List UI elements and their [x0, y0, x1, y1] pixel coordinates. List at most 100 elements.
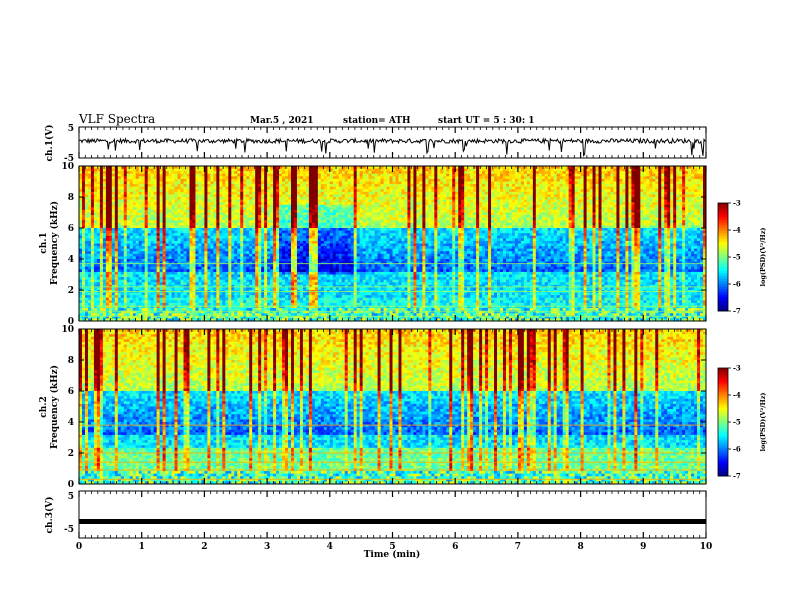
spectrogram-cell [195, 210, 198, 213]
spectrogram-cell [321, 194, 324, 197]
spectrogram-cell [616, 215, 619, 218]
spectrogram-cell [521, 179, 524, 182]
spectrogram-cell [181, 215, 184, 218]
spectrogram-cell [473, 179, 476, 182]
spectrogram-cell [124, 182, 127, 185]
spectrogram-cell [121, 220, 124, 223]
spectrogram-cell [410, 171, 413, 174]
spectrogram-cell [616, 187, 619, 190]
spectrogram-cell [649, 184, 652, 187]
spectrogram-cell [461, 207, 464, 210]
spectrogram-cell [255, 220, 258, 223]
spectrogram-cell [599, 182, 602, 185]
spectrogram-cell [145, 207, 148, 210]
spectrogram-cell [521, 176, 524, 179]
spectrogram-cell [375, 174, 378, 177]
spectrogram-cell [237, 187, 240, 190]
spectrogram-cell [82, 187, 85, 190]
spectrogram-cell [425, 210, 428, 213]
spectrogram-cell [575, 171, 578, 174]
spectrogram-cell [542, 218, 545, 221]
spectrogram-cell [398, 197, 401, 200]
spectrogram-cell [536, 207, 539, 210]
spectrogram-cell [539, 207, 542, 210]
spectrogram-cell [422, 179, 425, 182]
spectrogram-cell [476, 213, 479, 216]
spectrogram-cell [94, 200, 97, 203]
spectrogram-cell [602, 213, 605, 216]
spectrogram-cell [485, 189, 488, 192]
spectrogram-cell [491, 197, 494, 200]
spectrogram-cell [515, 182, 518, 185]
spectrogram-cell [333, 187, 336, 190]
spectrogram-cell [631, 189, 634, 192]
spectrogram-cell [530, 189, 533, 192]
spectrogram-cell [288, 197, 291, 200]
spectrogram-cell [327, 220, 330, 223]
spectrogram-cell [160, 179, 163, 182]
spectrogram-cell [581, 194, 584, 197]
spectrogram-cell [201, 223, 204, 226]
spectrogram-cell [270, 187, 273, 190]
spectrogram-cell [121, 215, 124, 218]
spectrogram-cell [85, 169, 88, 172]
spectrogram-cell [354, 171, 357, 174]
spectrogram-cell [655, 215, 658, 218]
spectrogram-cell [213, 202, 216, 205]
spectrogram-cell [485, 187, 488, 190]
spectrogram-cell [234, 220, 237, 223]
spectrogram-cell [109, 174, 112, 177]
spectrogram-cell [548, 176, 551, 179]
spectrogram-cell [189, 171, 192, 174]
spectrogram-cell [637, 200, 640, 203]
spectrogram-cell [607, 194, 610, 197]
spectrogram-cell [425, 174, 428, 177]
spectrogram-cell [661, 205, 664, 208]
spectrogram-cell [270, 220, 273, 223]
spectrogram-cell [500, 174, 503, 177]
spectrogram-cell [258, 215, 261, 218]
spectrogram-cell [378, 171, 381, 174]
spectrogram-cell [142, 205, 145, 208]
spectrogram-cell [625, 220, 628, 223]
spectrogram-cell [318, 205, 321, 208]
spectrogram-cell [622, 174, 625, 177]
spectrogram-cell [685, 179, 688, 182]
spectrogram-cell [619, 218, 622, 221]
spectrogram-cell [670, 182, 673, 185]
spectrogram-cell [372, 202, 375, 205]
spectrogram-cell [697, 182, 700, 185]
spectrogram-cell [530, 197, 533, 200]
spectrogram-cell [673, 184, 676, 187]
spectrogram-cell [476, 169, 479, 172]
spectrogram-cell [401, 187, 404, 190]
spectrogram-cell [94, 174, 97, 177]
spectrogram-cell [315, 210, 318, 213]
spectrogram-cell [578, 200, 581, 203]
spectrogram-cell [655, 189, 658, 192]
spectrogram-cell [216, 213, 219, 216]
spectrogram-cell [288, 182, 291, 185]
spectrogram-cell [631, 210, 634, 213]
spectrogram-cell [613, 184, 616, 187]
spectrogram-cell [127, 171, 130, 174]
spectrogram-cell [121, 182, 124, 185]
spectrogram-cell [599, 213, 602, 216]
spectrogram-cell [506, 169, 509, 172]
spectrogram-cell [467, 205, 470, 208]
spectrogram-cell [587, 197, 590, 200]
spectrogram-cell [628, 210, 631, 213]
spectrogram-cell [145, 210, 148, 213]
spectrogram-cell [255, 182, 258, 185]
spectrogram-cell [664, 202, 667, 205]
spectrogram-cell [482, 171, 485, 174]
spectrogram-cell [118, 184, 121, 187]
spectrogram-cell [181, 176, 184, 179]
spectrogram-cell [470, 215, 473, 218]
spectrogram-cell [97, 184, 100, 187]
spectrogram-cell [297, 169, 300, 172]
spectrogram-cell [261, 171, 264, 174]
spectrogram-cell [599, 210, 602, 213]
spectrogram-cell [333, 213, 336, 216]
spectrogram-cell [246, 187, 249, 190]
